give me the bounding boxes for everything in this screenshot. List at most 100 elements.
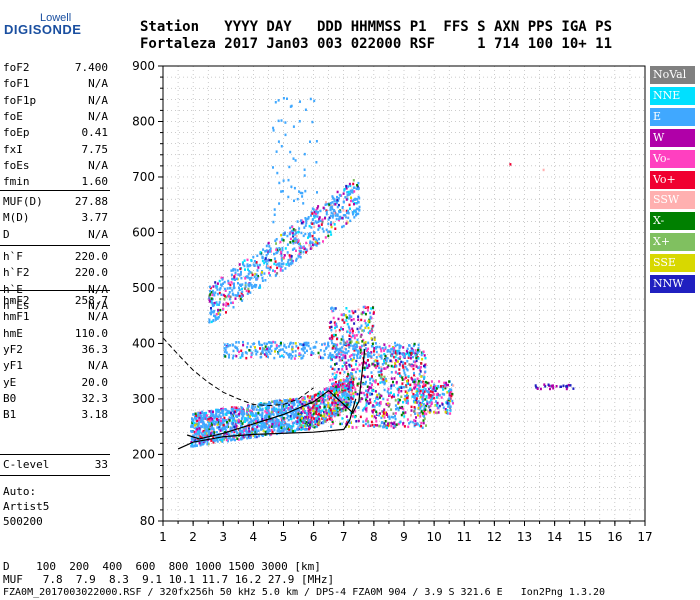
echo-point — [423, 410, 426, 413]
echo-point — [567, 383, 570, 387]
echo-point — [237, 419, 240, 422]
echo-point — [228, 416, 231, 419]
echo-point — [392, 416, 395, 419]
echo-point — [407, 356, 410, 359]
echo-point — [345, 222, 348, 225]
echo-point — [392, 350, 395, 353]
echo-point — [240, 349, 243, 352]
echo-point — [301, 191, 304, 195]
echo-point — [383, 359, 385, 363]
echo-point — [429, 398, 432, 402]
echo-point — [419, 389, 422, 393]
echo-point — [208, 296, 211, 299]
echo-point — [253, 428, 256, 431]
echo-point — [266, 412, 269, 415]
echo-point — [212, 319, 215, 323]
echo-point — [228, 433, 230, 437]
echo-point — [272, 269, 274, 272]
echo-point — [343, 361, 346, 364]
echo-point — [290, 402, 293, 405]
echo-point — [278, 264, 281, 268]
echo-point — [355, 420, 358, 423]
echo-point — [417, 366, 420, 369]
echo-point — [262, 418, 265, 421]
echo-point — [271, 430, 274, 434]
echo-point — [323, 410, 325, 414]
echo-point — [222, 414, 225, 417]
echo-point — [213, 301, 216, 305]
echo-point — [341, 387, 344, 390]
echo-point — [282, 417, 285, 420]
echo-point — [252, 413, 255, 417]
echo-point — [241, 283, 244, 286]
echo-point — [267, 349, 270, 353]
echo-point — [234, 438, 236, 442]
echo-point — [298, 426, 301, 429]
echo-point — [318, 422, 321, 426]
echo-point — [269, 402, 272, 405]
echo-point — [338, 210, 340, 213]
echo-point — [430, 401, 433, 404]
echo-point — [339, 215, 342, 219]
echo-point — [276, 429, 279, 433]
echo-point — [362, 348, 365, 352]
param-ye: yE 20.0 — [3, 375, 108, 391]
echo-point — [317, 409, 320, 413]
echo-point — [358, 369, 361, 373]
echo-point — [393, 393, 395, 396]
echo-point — [362, 351, 365, 354]
echo-point — [217, 312, 220, 315]
echo-point — [318, 217, 321, 221]
echo-point — [238, 286, 240, 290]
echo-point — [210, 310, 213, 314]
echo-point — [335, 391, 338, 394]
echo-point — [277, 408, 279, 412]
echo-point — [398, 362, 401, 366]
echo-point — [242, 263, 245, 266]
echo-point — [376, 393, 379, 397]
echo-point — [244, 284, 247, 287]
echo-point — [210, 409, 213, 413]
echo-point — [407, 425, 410, 429]
echo-point — [265, 265, 268, 269]
echo-point — [385, 360, 388, 363]
echo-point — [417, 406, 420, 410]
echo-point — [302, 234, 305, 238]
echo-point — [350, 196, 352, 199]
echo-point — [216, 418, 219, 422]
echo-point — [277, 262, 280, 266]
echo-point — [342, 401, 345, 404]
echo-point — [273, 408, 276, 412]
echo-point — [251, 405, 254, 408]
echo-point — [352, 382, 354, 386]
echo-point — [202, 440, 205, 443]
echo-point — [208, 300, 211, 303]
echo-point — [212, 410, 214, 413]
echo-point — [444, 410, 447, 414]
echo-point — [309, 97, 312, 101]
echo-point — [275, 273, 278, 277]
echo-point — [249, 349, 252, 352]
echo-point — [396, 387, 399, 391]
echo-point — [281, 418, 284, 421]
echo-point — [355, 202, 358, 205]
echo-point — [363, 329, 365, 332]
echo-point — [191, 444, 194, 448]
echo-point — [270, 349, 273, 353]
echo-point — [330, 325, 333, 329]
echo-point — [206, 429, 209, 432]
echo-point — [226, 432, 229, 436]
echo-point — [256, 425, 259, 429]
echo-point — [314, 346, 317, 349]
echo-point — [203, 429, 206, 433]
echo-point — [397, 393, 400, 397]
echo-point — [360, 352, 363, 355]
echo-point — [323, 405, 326, 409]
echo-point — [351, 331, 354, 335]
echo-point — [277, 426, 280, 430]
echo-point — [228, 419, 231, 422]
echo-point — [426, 390, 429, 393]
echo-point — [286, 423, 289, 426]
echo-point — [295, 259, 298, 262]
x-tick-label: 5 — [280, 530, 288, 544]
